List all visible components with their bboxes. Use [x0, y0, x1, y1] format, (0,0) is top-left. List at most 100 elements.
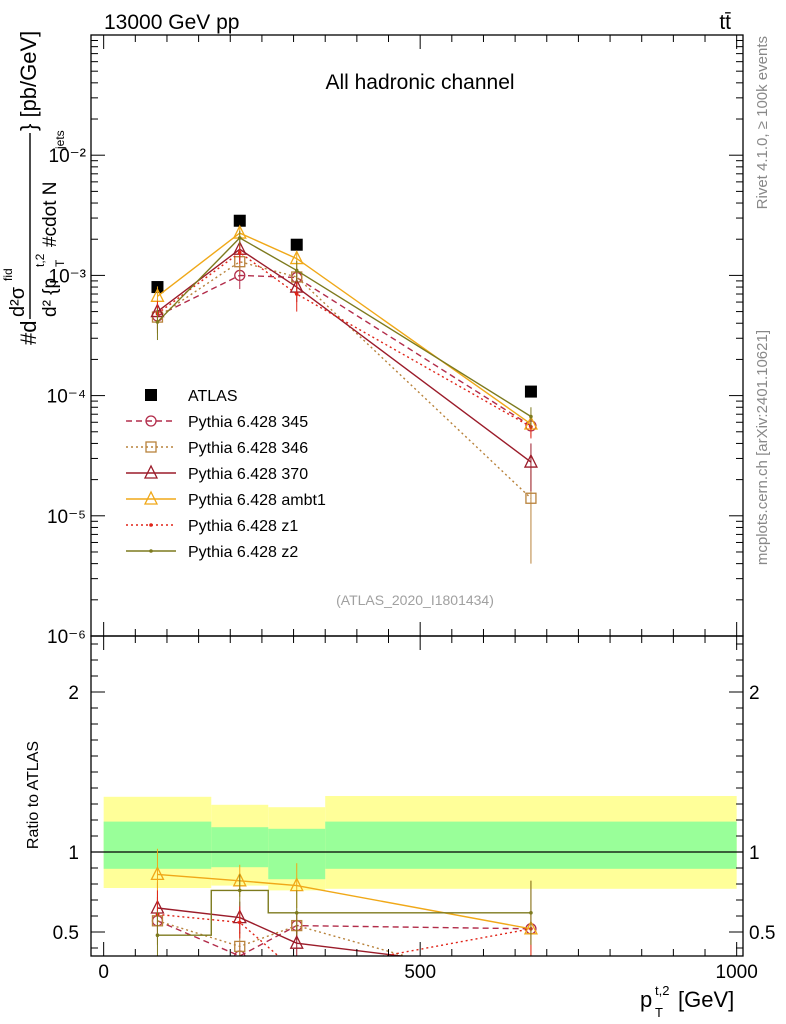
x-label-sub: T — [655, 1005, 663, 1020]
y-label-denominator-sub2: jets — [53, 130, 67, 150]
legend-entry: Pythia 6.428 z2 — [126, 544, 298, 561]
legend-marker — [145, 389, 157, 401]
process-label: tt̄ — [719, 11, 731, 34]
legend-entry: ATLAS — [145, 388, 238, 405]
series-2 — [151, 252, 537, 564]
ratio-y-tick-label-right: 2 — [749, 683, 760, 704]
ratio-point — [295, 970, 299, 974]
main-axis-ticks: 10⁻⁶ 10⁻⁵ 10⁻⁴ 10⁻³ 10⁻² — [47, 35, 743, 648]
data-point — [525, 492, 537, 504]
legend-entry: Pythia 6.428 ambt1 — [126, 490, 326, 509]
x-tick-label: 500 — [404, 962, 436, 983]
ratio-line — [157, 873, 532, 930]
ratio-series-4 — [155, 880, 533, 974]
legend-marker — [149, 523, 153, 527]
stat-uncertainty-band — [325, 821, 737, 869]
energy-label: 13000 GeV pp — [104, 11, 239, 34]
y-tick-label: 10⁻³ — [49, 266, 87, 287]
ratio-point — [525, 965, 537, 977]
y-label-denominator-sup: t,2 — [33, 253, 47, 267]
y-label-denominator-a: d² {p — [40, 278, 61, 317]
ratio-series-0 — [151, 896, 537, 956]
ratio-y-axis-label: Ratio to ATLAS — [25, 741, 42, 849]
series-line — [157, 232, 532, 425]
x-label-unit: [GeV] — [678, 987, 734, 1012]
ratio-line — [157, 907, 407, 956]
legend-entry: Pythia 6.428 346 — [126, 440, 308, 457]
y-label-lead: #d — [16, 321, 41, 345]
series-6 — [155, 230, 533, 428]
data-point — [523, 453, 538, 468]
ratio-axis-ticks: 0.5 0.5 1 1 2 2 0 500 1000 — [53, 636, 775, 983]
legend-entry: Pythia 6.428 345 — [126, 414, 308, 431]
legend-marker — [145, 441, 157, 453]
ratio-point — [529, 911, 533, 915]
legend: ATLAS Pythia 6.428 345 Pythia 6.428 346 Pyt… — [126, 388, 326, 561]
analysis-id: (ATLAS_2020_I1801434) — [336, 592, 494, 608]
legend-label: ATLAS — [188, 388, 238, 405]
ratio-point — [237, 920, 242, 925]
ratio-y-tick-label-left: 1 — [68, 843, 79, 864]
data-point — [233, 214, 246, 227]
legend-marker — [143, 464, 159, 479]
ratio-point — [237, 888, 242, 893]
ratio-plot-area — [91, 796, 743, 996]
y-label-numerator: d²σ — [7, 286, 29, 317]
ratio-line — [157, 920, 531, 956]
y-tick-label: 10⁻⁵ — [47, 507, 86, 528]
mcplots-label: mcplots.cern.ch [arXiv:2401.10621] — [754, 330, 771, 565]
stat-uncertainty-band — [211, 827, 269, 868]
ratio-frame — [90, 635, 744, 957]
series-line — [157, 251, 532, 428]
y-tick-label: 10⁻² — [49, 146, 87, 167]
x-axis-label: p T t,2 [GeV] — [640, 983, 734, 1020]
legend-label: Pythia 6.428 345 — [188, 414, 308, 431]
ratio-line — [157, 889, 531, 936]
data-point — [290, 238, 303, 251]
legend-label: Pythia 6.428 z1 — [188, 518, 298, 535]
ratio-panel: 0.5 0.5 1 1 2 2 0 500 1000 Ratio to ATLAS p T t,… — [25, 635, 775, 1020]
ratio-line — [157, 913, 532, 956]
ratio-point — [526, 986, 536, 996]
y-label-denominator-sub: T — [53, 259, 67, 267]
ratio-point — [294, 911, 299, 915]
data-point — [524, 385, 537, 398]
ratio-y-tick-label-right: 1 — [749, 843, 760, 864]
x-label-sup: t,2 — [655, 983, 669, 998]
series-line — [156, 237, 532, 418]
y-label-denominator-b: #cdot N — [40, 182, 61, 247]
ratio-line — [157, 920, 408, 956]
series-5 — [155, 243, 533, 439]
ratio-y-tick-label-left: 2 — [68, 683, 79, 704]
legend-entry: Pythia 6.428 370 — [126, 464, 308, 483]
legend-marker — [145, 415, 157, 427]
data-point — [529, 414, 533, 419]
series-4 — [150, 224, 538, 437]
data-point — [155, 320, 160, 324]
legend-label: Pythia 6.428 346 — [188, 440, 308, 457]
y-tick-label: 10⁻⁶ — [47, 627, 86, 648]
rivet-label: Rivet 4.1.0, ≥ 100k events — [754, 36, 771, 209]
series-line — [157, 260, 532, 499]
ratio-y-tick-label-right: 0.5 — [749, 923, 775, 944]
legend-marker — [143, 490, 159, 505]
main-panel: 10⁻⁶ 10⁻⁵ 10⁻⁴ 10⁻³ 10⁻² All hadronic channe… — [1, 31, 744, 648]
series-1 — [151, 264, 537, 438]
legend-entry: Pythia 6.428 z1 — [126, 518, 298, 535]
legend-label: Pythia 6.428 ambt1 — [188, 492, 326, 509]
ratio-y-tick-label-left: 0.5 — [53, 923, 79, 944]
data-point — [237, 236, 242, 240]
main-plot-area — [150, 214, 538, 564]
series-line — [157, 274, 532, 427]
series-0 — [151, 214, 537, 398]
y-label-numerator-sup: fid — [1, 268, 15, 281]
data-point — [237, 250, 242, 255]
ratio-point — [150, 865, 165, 881]
main-y-axis-label: #d d²σ fid d² {p T t,2 #cdot N jets } [p… — [1, 31, 67, 345]
y-label-tail: } [pb/GeV] — [16, 31, 41, 131]
legend-label: Pythia 6.428 z2 — [188, 544, 298, 561]
legend-label: Pythia 6.428 370 — [188, 466, 308, 483]
data-point — [294, 268, 299, 273]
ratio-series-5 — [155, 874, 533, 956]
